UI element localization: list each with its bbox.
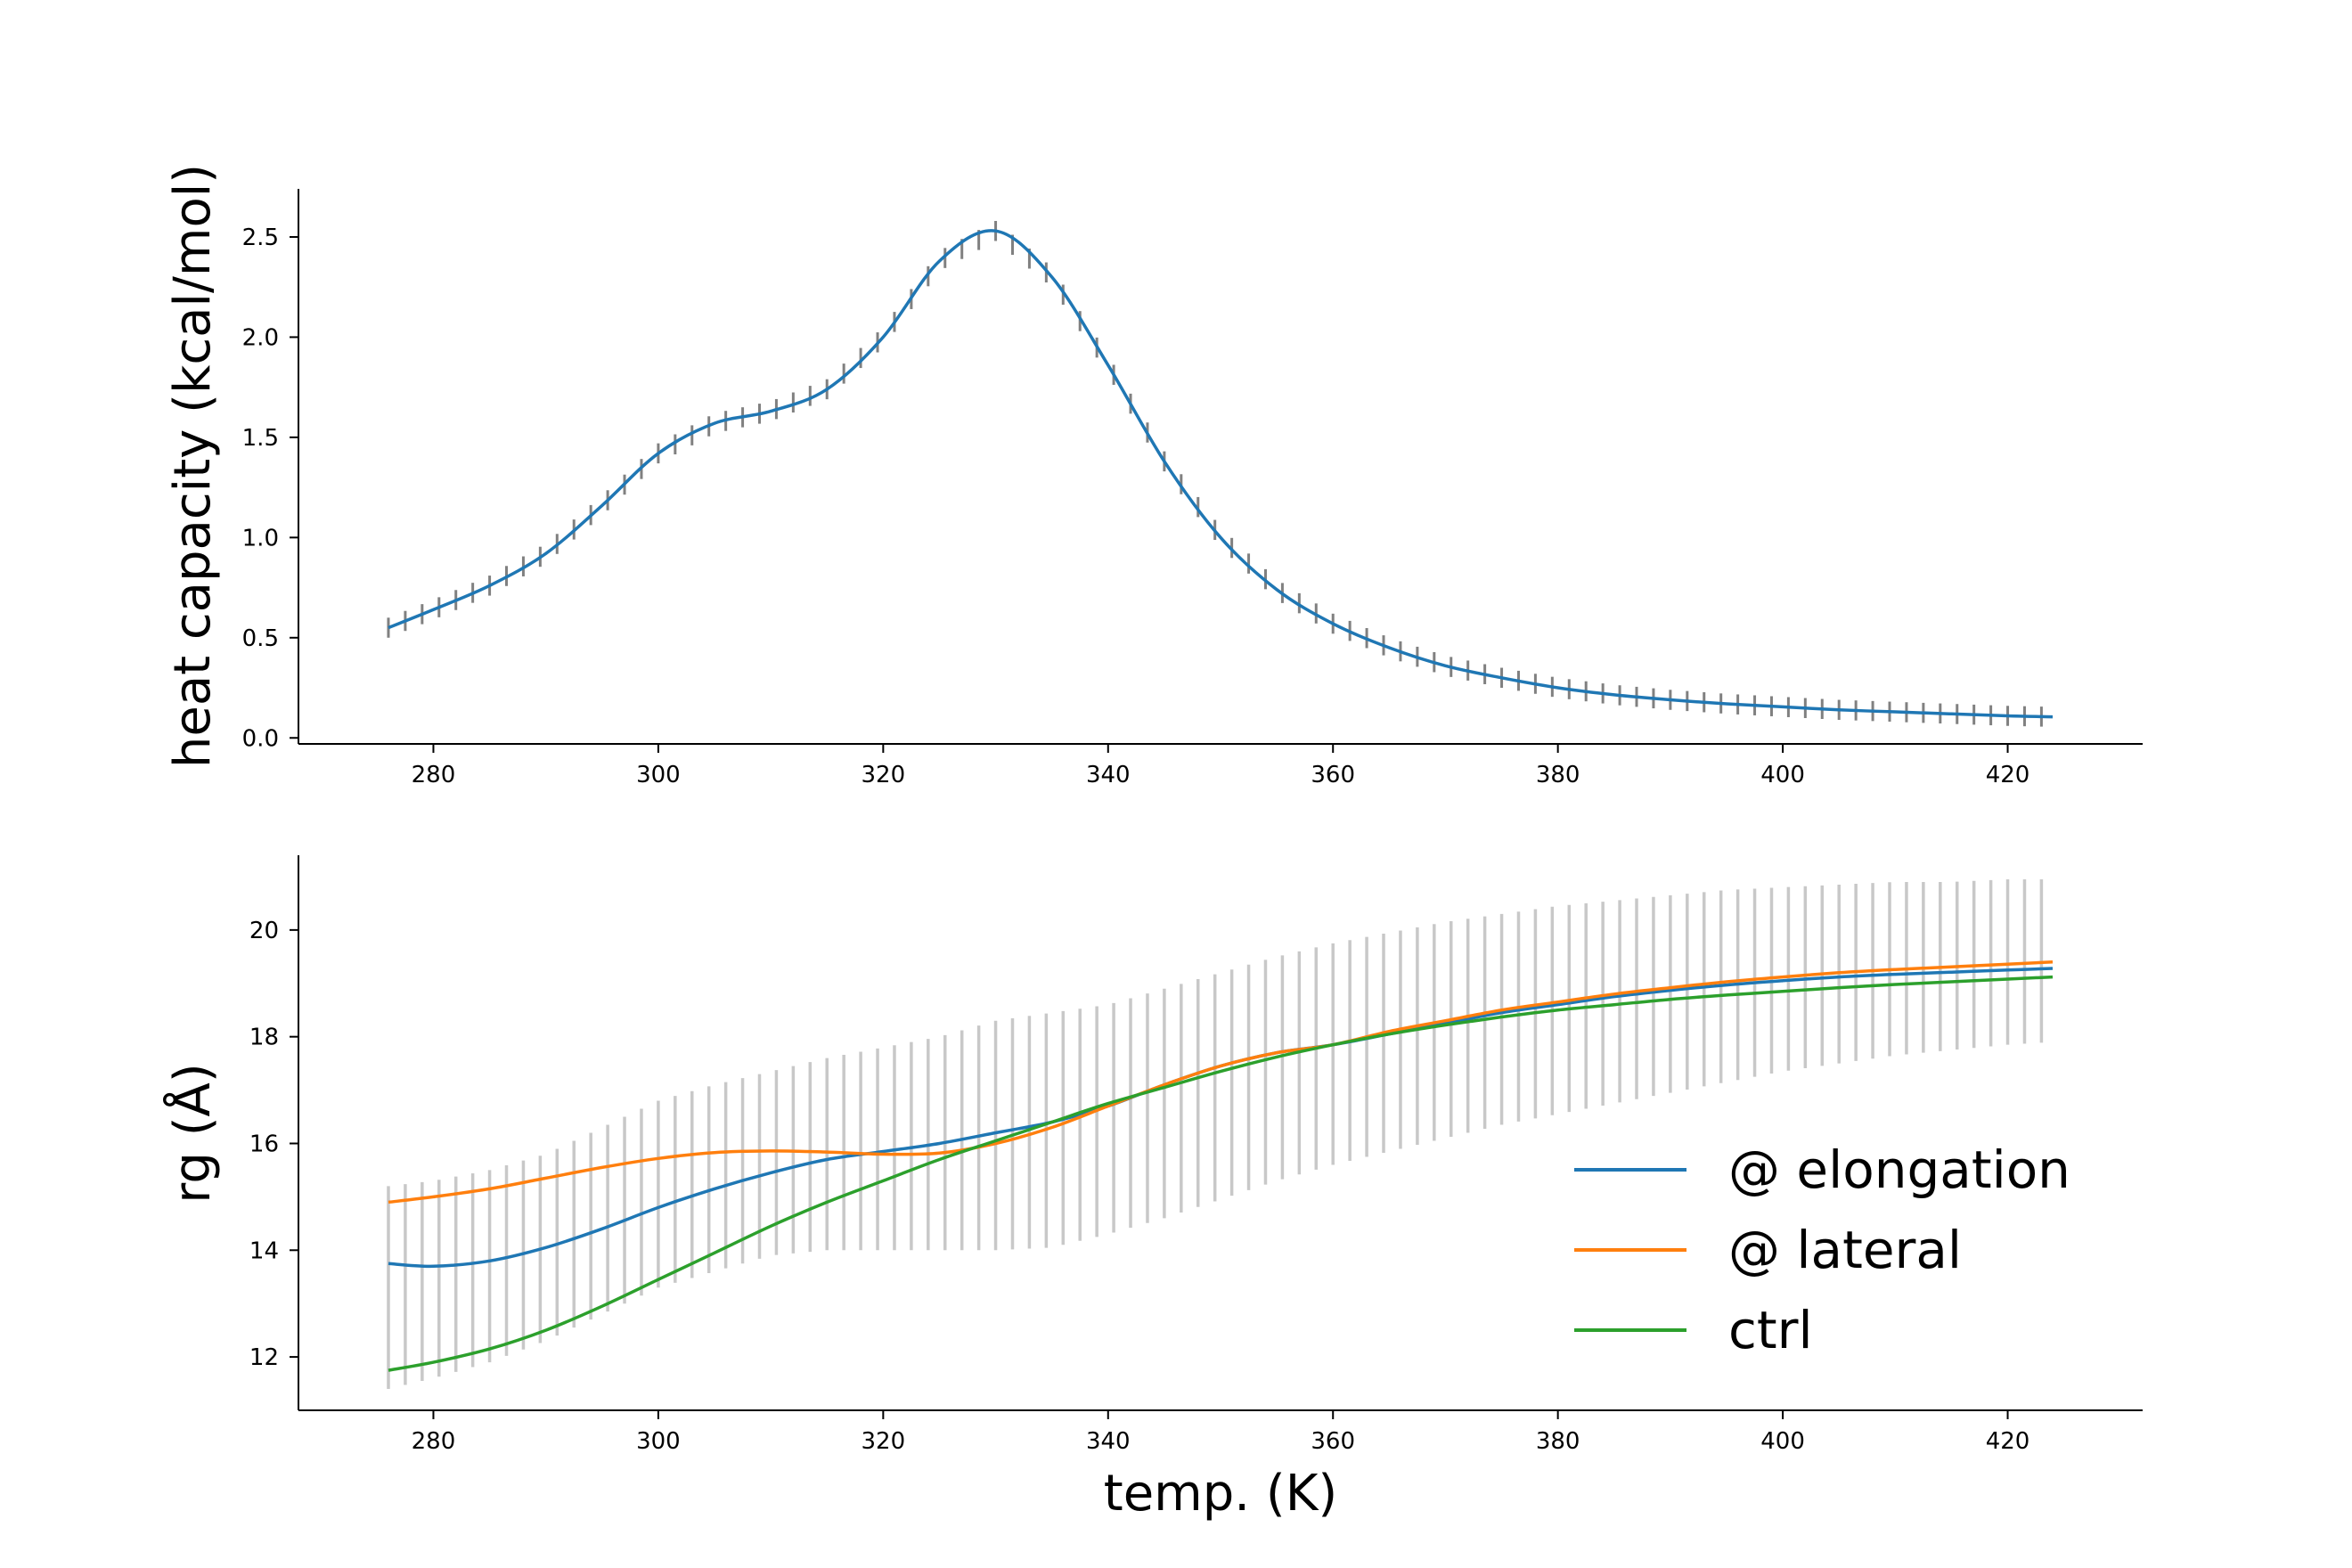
legend-label-lateral: @ lateral (1728, 1220, 1962, 1280)
heat-capacity-y-ticks: 0.0 0.5 1.0 1.5 2.0 2.5 (242, 225, 298, 752)
rg-x-tick-label: 320 (862, 1428, 906, 1455)
rg-y-ticks: 12 14 16 18 20 (249, 918, 298, 1371)
rg-x-tick-label: 380 (1536, 1428, 1580, 1455)
heat-capacity-x-tick-label: 360 (1311, 762, 1355, 788)
heat-capacity-x-tick-label: 320 (862, 762, 906, 788)
rg-x-ticks: 280 300 320 340 360 380 400 420 (412, 1410, 2030, 1455)
rg-y-tick-label: 16 (249, 1131, 279, 1157)
heat-capacity-x-tick-label: 300 (636, 762, 681, 788)
rg-y-tick-label: 14 (249, 1237, 279, 1264)
heat-capacity-x-tick-label: 420 (1986, 762, 2030, 788)
legend-item-lateral: @ lateral (1574, 1220, 1962, 1280)
rg-line-ctrl (388, 975, 2054, 1372)
heat-capacity-y-tick-label: 0.0 (242, 725, 279, 752)
legend-item-elongation: @ elongation (1574, 1139, 2070, 1200)
rg-x-axis-label: temp. (K) (1104, 1465, 1338, 1523)
rg-x-tick-label: 340 (1086, 1428, 1131, 1455)
rg-x-tick-label: 300 (636, 1428, 681, 1455)
rg-y-tick-label: 18 (249, 1025, 279, 1051)
legend-label-ctrl: ctrl (1728, 1300, 1813, 1360)
heat-capacity-x-tick-label: 380 (1536, 762, 1580, 788)
rg-plot-area (387, 878, 2054, 1390)
rg-y-axis-label: rg (Å) (163, 1063, 222, 1203)
heat-capacity-y-tick-label: 0.5 (242, 625, 279, 652)
heat-capacity-panel: 280 300 320 340 360 380 400 420 0.0 0.5 1.0 1.5 2.0… (164, 164, 2143, 788)
rg-line-lateral (388, 960, 2054, 1205)
rg-x-tick-label: 400 (1760, 1428, 1805, 1455)
heat-capacity-x-tick-label: 280 (412, 762, 456, 788)
heat-capacity-x-tick-label: 400 (1760, 762, 1805, 788)
rg-x-tick-label: 420 (1986, 1428, 2030, 1455)
heat-capacity-plot-area (387, 220, 2054, 727)
legend-label-elongation: @ elongation (1728, 1139, 2070, 1200)
rg-y-tick-label: 12 (249, 1344, 279, 1371)
heat-capacity-x-tick-label: 340 (1086, 762, 1131, 788)
heat-capacity-x-ticks: 280 300 320 340 360 380 400 420 (412, 744, 2030, 788)
rg-x-tick-label: 360 (1311, 1428, 1355, 1455)
heat-capacity-y-tick-label: 1.0 (242, 525, 279, 551)
heat-capacity-y-tick-label: 1.5 (242, 425, 279, 452)
heat-capacity-line (388, 229, 2054, 719)
heat-capacity-y-axis-label: heat capacity (kcal/mol) (164, 164, 222, 768)
legend-item-ctrl: ctrl (1574, 1300, 1813, 1360)
legend: @ elongation @ lateral ctrl (1574, 1139, 2070, 1360)
rg-panel: 280 300 320 340 360 380 400 420 12 14 16 18 20 temp… (163, 855, 2143, 1523)
heat-capacity-y-tick-label: 2.5 (242, 225, 279, 251)
rg-x-tick-label: 280 (412, 1428, 456, 1455)
rg-y-tick-label: 20 (249, 918, 279, 944)
heat-capacity-y-tick-label: 2.0 (242, 324, 279, 351)
